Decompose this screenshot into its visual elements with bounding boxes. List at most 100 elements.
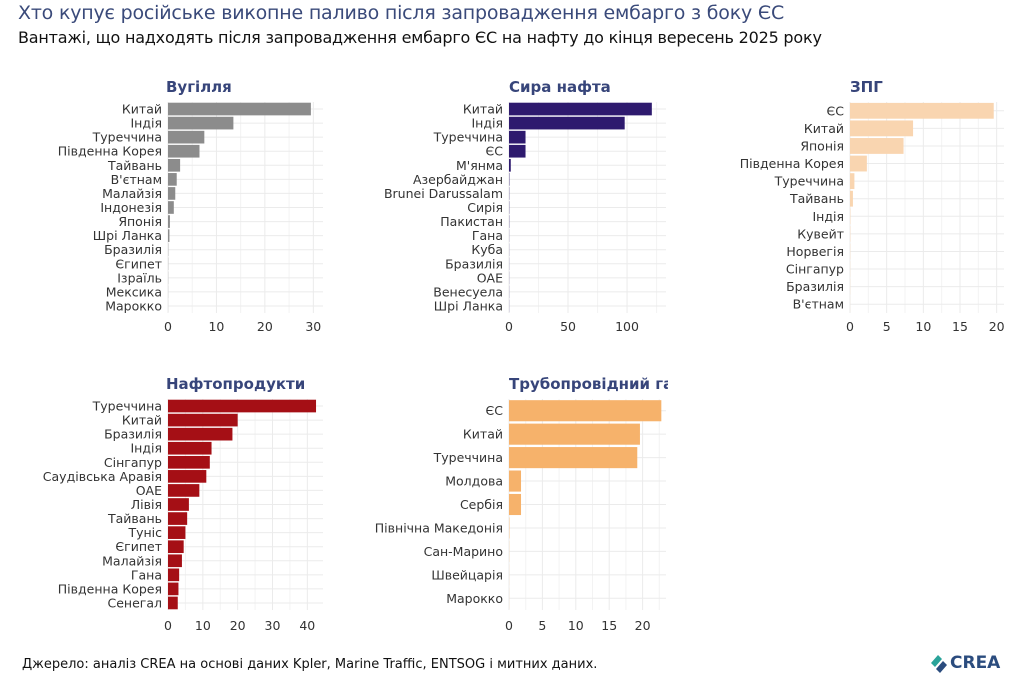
tick-label: 100	[615, 319, 639, 334]
category-label: ОАЕ	[477, 270, 503, 285]
category-label: Сінгапур	[786, 262, 844, 277]
category-label: Пакистан	[440, 214, 503, 229]
category-label: Тайвань	[789, 191, 844, 206]
category-label: Південна Корея	[58, 144, 162, 159]
category-label: Бразилія	[445, 256, 503, 271]
category-label: Туреччина	[92, 130, 162, 145]
tick-label: 10	[568, 618, 584, 633]
category-label: Китай	[122, 102, 162, 117]
page-title: Хто купує російське викопне паливо після…	[18, 2, 785, 24]
tick-label: 0	[846, 319, 854, 334]
tick-label: 0	[164, 618, 172, 633]
category-label: Гана	[131, 567, 162, 582]
category-label: Ізраїль	[117, 270, 162, 285]
category-label: Китай	[804, 121, 844, 136]
tick-label: 20	[230, 618, 246, 633]
tick-label: 15	[601, 618, 617, 633]
category-label: Туреччина	[774, 174, 844, 189]
tick-label: 5	[538, 618, 546, 633]
bar	[168, 455, 210, 469]
tick-label: 15	[952, 319, 968, 334]
bar	[168, 540, 184, 554]
category-label: Марокко	[105, 298, 162, 313]
category-label: Північна Македонія	[375, 520, 503, 535]
category-label: ОАЕ	[136, 483, 162, 498]
tick-label: 20	[257, 319, 273, 334]
category-label: Китай	[463, 102, 503, 117]
category-label: Туреччина	[92, 399, 162, 414]
tick-label: 10	[195, 618, 211, 633]
category-label: Туніс	[127, 525, 162, 540]
category-label: В'єтнам	[111, 172, 162, 187]
bar	[168, 441, 212, 455]
category-label: Кувейт	[797, 226, 844, 241]
bar	[850, 155, 867, 172]
bar	[168, 554, 182, 568]
category-label: Японія	[118, 214, 162, 229]
tick-label: 10	[208, 319, 224, 334]
panel-title: Сира нафта	[509, 78, 611, 96]
bar	[168, 470, 207, 483]
category-label: Індія	[472, 116, 504, 131]
bar	[509, 116, 625, 130]
category-label: Туреччина	[433, 450, 503, 465]
category-label: Венесуела	[433, 284, 503, 299]
category-label: Бразилія	[104, 427, 162, 442]
category-label: Лівія	[131, 497, 162, 512]
category-label: Туреччина	[433, 130, 503, 145]
category-label: Тайвань	[107, 158, 162, 173]
category-label: Шрі Ланка	[434, 298, 503, 313]
category-label: Індія	[131, 441, 163, 456]
category-label: Південна Корея	[58, 581, 162, 596]
bar	[168, 229, 170, 242]
bar	[168, 413, 238, 427]
category-label: Brunei Darussalam	[384, 186, 503, 201]
bar	[509, 158, 511, 172]
category-label: Сирія	[467, 200, 503, 215]
category-label: Малайзія	[102, 186, 162, 201]
tick-label: 40	[299, 618, 315, 633]
bar	[168, 568, 180, 582]
bar	[850, 102, 994, 119]
panel-title: Трубопровідний газ	[509, 375, 682, 393]
bar	[168, 582, 179, 596]
category-label: Азербайджан	[413, 172, 503, 187]
category-label: Південна Корея	[740, 156, 844, 171]
source-note: Джерело: аналіз CREA на основі даних Kpl…	[22, 657, 598, 672]
bar	[168, 215, 170, 228]
bar	[168, 173, 177, 186]
bar	[509, 470, 522, 492]
category-label: М'янма	[456, 158, 503, 173]
bar	[168, 512, 188, 525]
category-label: Бразилія	[104, 242, 162, 257]
bar	[850, 138, 904, 154]
tick-label: 50	[560, 319, 576, 334]
bar	[168, 498, 189, 511]
category-label: Швейцарія	[431, 567, 503, 582]
bar	[509, 423, 640, 445]
bar	[509, 447, 638, 469]
tick-label: 0	[505, 319, 513, 334]
category-label: Індія	[813, 209, 845, 224]
bar	[509, 493, 522, 516]
bar	[509, 400, 662, 422]
bar	[168, 102, 311, 116]
category-label: Марокко	[446, 591, 503, 606]
bar	[850, 120, 914, 137]
category-label: Єгипет	[115, 539, 162, 554]
bar	[850, 173, 855, 190]
category-label: Сан-Марино	[424, 544, 503, 559]
bar	[168, 130, 205, 144]
category-label: Саудівська Аравія	[43, 469, 162, 484]
bar	[168, 596, 178, 610]
tick-label: 20	[989, 319, 1005, 334]
panel-title: Нафтопродукти	[166, 375, 305, 393]
bar	[850, 190, 853, 207]
category-label: Індонезія	[100, 200, 162, 215]
bar	[168, 144, 200, 158]
chart-panel: Сира нафта КитайІндіяТуреччинаЄСМ'янмаАзе…	[384, 78, 666, 334]
category-label: Шрі Ланка	[93, 228, 162, 243]
tick-label: 30	[305, 319, 321, 334]
